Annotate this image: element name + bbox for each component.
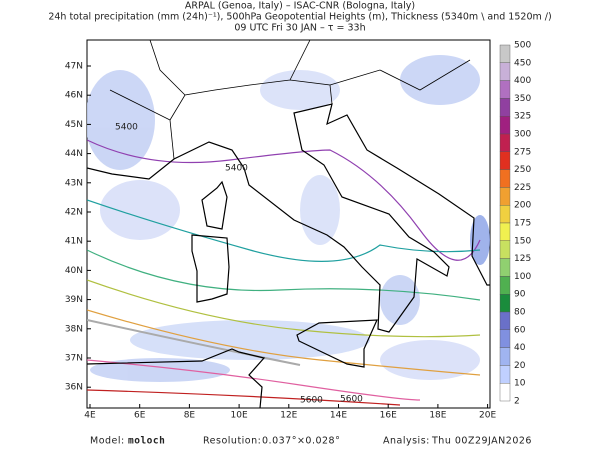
precip-areas xyxy=(87,55,490,382)
colorbar-segment xyxy=(499,240,511,259)
colorbar-label: 250 xyxy=(514,165,531,175)
colorbar-segment xyxy=(499,62,511,81)
footer-value: 0.037°×0.028° xyxy=(262,436,340,447)
lat-label: 39N xyxy=(65,295,83,305)
colorbar-label: 325 xyxy=(514,112,531,122)
lon-label: 4E xyxy=(84,411,96,421)
lat-label: 43N xyxy=(65,178,83,188)
lon-label: 10E xyxy=(231,411,248,421)
colorbar-segment xyxy=(499,329,511,348)
sardinia xyxy=(191,234,230,303)
title-line: 24h total precipitation (mm (24h)⁻¹), 50… xyxy=(48,12,551,23)
lat-label: 42N xyxy=(65,208,83,218)
colorbar-segment xyxy=(499,383,511,402)
colorbar-segment xyxy=(499,294,511,313)
lat-label: 36N xyxy=(65,383,83,393)
colorbar-label: 40 xyxy=(514,343,526,353)
contour-label: 5600 xyxy=(300,396,323,406)
colorbar-segment xyxy=(499,365,511,384)
colorbar-label: 225 xyxy=(514,183,531,193)
colorbar-segment xyxy=(499,204,511,224)
lat-axis: 47N 46N 45N 44N 43N 42N 41N 40N 39N 38N 37N 36N xyxy=(65,62,91,393)
contour-label: 5400 xyxy=(225,164,248,174)
colorbar-segment xyxy=(499,311,511,330)
colorbar-segment xyxy=(499,169,511,188)
colorbar-segment xyxy=(499,80,511,99)
map xyxy=(86,39,491,409)
colorbar-segment xyxy=(499,347,511,366)
colorbar-label: 2 xyxy=(514,397,520,407)
colorbar: 500 450 400 350 325 300 275 250 225 200 175 150 125 1… xyxy=(499,41,531,407)
footer-label: Resolution: xyxy=(203,436,261,447)
colorbar-segment xyxy=(499,44,511,63)
footer-value: moloch xyxy=(128,436,165,447)
colorbar-segment xyxy=(499,276,511,295)
title-line: 09 UTC Fri 30 JAN – τ = 33h xyxy=(234,23,365,34)
colorbar-segment xyxy=(499,98,511,117)
colorbar-label: 10 xyxy=(514,379,526,389)
colorbar-label: 90 xyxy=(514,290,526,300)
colorbar-label: 150 xyxy=(514,236,531,246)
colorbar-label: 60 xyxy=(514,325,526,335)
lon-label: 16E xyxy=(380,411,397,421)
africa-coast xyxy=(87,348,266,408)
footer-value: Thu 00Z29JAN2026 xyxy=(431,436,532,447)
colorbar-label: 450 xyxy=(514,58,531,68)
colorbar-segment xyxy=(499,258,511,277)
borders xyxy=(109,40,471,160)
lat-label: 37N xyxy=(65,354,83,364)
footer-label: Model: xyxy=(90,436,125,447)
colorbar-segment xyxy=(499,151,511,170)
colorbar-segment xyxy=(499,133,511,152)
title-line: ARPAL (Genoa, Italy) – ISAC-CNR (Bologna… xyxy=(185,1,415,12)
colorbar-label: 20 xyxy=(514,361,526,371)
colorbar-segment xyxy=(499,187,511,206)
lat-label: 45N xyxy=(65,120,83,130)
sicily xyxy=(296,319,378,368)
colorbar-label: 175 xyxy=(514,219,531,229)
lon-label: 12E xyxy=(280,411,297,421)
colorbar-label: 400 xyxy=(514,76,531,86)
lon-label: 20E xyxy=(479,411,496,421)
lat-label: 40N xyxy=(65,266,83,276)
colorbar-label: 80 xyxy=(514,308,526,318)
lon-axis: 4E 6E 8E 10E 12E 14E 16E 18E 20E xyxy=(84,404,496,421)
lat-label: 46N xyxy=(65,91,83,101)
colorbar-segment xyxy=(499,222,511,241)
footer-label: Analysis: xyxy=(383,436,430,447)
lat-label: 41N xyxy=(65,237,83,247)
lat-label: 38N xyxy=(65,324,83,334)
contours xyxy=(87,139,481,406)
contour-label: 5600 xyxy=(340,395,363,405)
contour-label: 5400 xyxy=(115,123,138,133)
colorbar-label: 300 xyxy=(514,130,531,140)
colorbar-label: 275 xyxy=(514,147,531,157)
colorbar-label: 350 xyxy=(514,94,531,104)
colorbar-label: 500 xyxy=(514,41,531,51)
lon-label: 6E xyxy=(134,411,146,421)
colorbar-segment xyxy=(499,115,511,135)
lat-label: 47N xyxy=(65,62,83,72)
lon-label: 18E xyxy=(429,411,446,421)
lon-label: 8E xyxy=(184,411,196,421)
lat-label: 44N xyxy=(65,149,83,159)
colorbar-label: 100 xyxy=(514,272,531,282)
coastline xyxy=(87,103,490,333)
lon-label: 14E xyxy=(330,411,347,421)
corsica xyxy=(201,180,228,230)
colorbar-label: 200 xyxy=(514,201,531,211)
colorbar-label: 125 xyxy=(514,254,531,264)
